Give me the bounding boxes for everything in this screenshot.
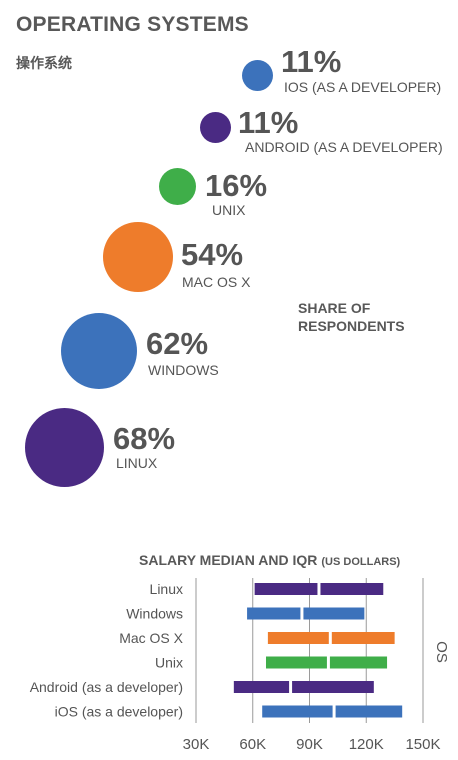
salary-chart-title: SALARY MEDIAN AND IQR (US DOLLARS) <box>139 552 401 568</box>
iqr-upper-segment <box>335 705 403 718</box>
bubble-percent: 16% <box>205 168 268 203</box>
page-subtitle: 操作系统 <box>16 56 72 72</box>
bubble-circle <box>103 222 173 292</box>
x-tick-label: 30K <box>183 736 210 753</box>
os-side-label: OS <box>433 641 450 663</box>
iqr-bar <box>254 583 384 595</box>
iqr-lower-segment <box>267 632 329 644</box>
bubble-label: UNIX <box>212 202 246 218</box>
x-tick-label: 90K <box>296 736 323 753</box>
bubble-percent: 11% <box>281 44 342 79</box>
category-label: Mac OS X <box>119 630 183 646</box>
iqr-bar <box>233 681 374 693</box>
bubble-percent: 11% <box>238 105 299 140</box>
iqr-upper-segment <box>329 656 388 669</box>
salary-chart: SALARY MEDIAN AND IQR (US DOLLARS) Linux W… <box>30 552 450 753</box>
bubble-label: IOS (AS A DEVELOPER) <box>284 79 442 95</box>
x-tick-label: 120K <box>349 736 384 753</box>
bubble-label: ANDROID (AS A DEVELOPER) <box>245 139 443 155</box>
iqr-bar <box>267 632 395 644</box>
iqr-upper-segment <box>292 681 374 693</box>
salary-bars <box>233 583 403 718</box>
salary-chart-title-unit: (US DOLLARS) <box>321 556 400 568</box>
bubble-circle <box>25 408 104 487</box>
bubble-circle <box>159 168 196 205</box>
bubble-label: WINDOWS <box>148 362 219 378</box>
bubble-circle <box>242 60 273 91</box>
salary-gridlines <box>195 578 424 723</box>
bubble-circle <box>200 112 231 143</box>
category-label: Android (as a developer) <box>30 679 183 695</box>
iqr-lower-segment <box>265 656 327 669</box>
page-title: OPERATING SYSTEMS <box>16 13 249 36</box>
iqr-upper-segment <box>331 632 395 644</box>
x-tick-label: 60K <box>239 736 266 753</box>
bubble-percent: 54% <box>181 237 244 272</box>
share-label: SHARE OF RESPONDENTS <box>298 299 405 335</box>
iqr-upper-segment <box>303 607 365 620</box>
share-label-line-1: SHARE OF <box>298 300 371 316</box>
x-tick-label: 150K <box>405 736 440 753</box>
iqr-lower-segment <box>247 607 301 620</box>
salary-chart-title-main: SALARY MEDIAN AND IQR <box>139 552 317 568</box>
category-label: Unix <box>155 655 183 671</box>
salary-x-ticks: 30K 60K 90K 120K 150K <box>183 736 441 753</box>
bubble-label: MAC OS X <box>182 274 251 290</box>
bubble-percent: 68% <box>113 421 176 456</box>
iqr-lower-segment <box>262 705 333 718</box>
iqr-upper-segment <box>320 583 384 595</box>
share-label-line-2: RESPONDENTS <box>298 318 405 334</box>
bubble-circle <box>61 313 137 389</box>
salary-category-labels: Linux Windows Mac OS X Unix Android (as a de… <box>30 581 184 720</box>
iqr-bar <box>247 607 365 620</box>
category-label: Linux <box>150 581 183 597</box>
category-label: iOS (as a developer) <box>55 704 183 720</box>
bubble-percent: 62% <box>146 326 209 361</box>
category-label: Windows <box>126 606 183 622</box>
iqr-bar <box>262 705 403 718</box>
iqr-lower-segment <box>233 681 290 693</box>
bubble-label: LINUX <box>116 455 158 471</box>
iqr-bar <box>265 656 388 669</box>
iqr-lower-segment <box>254 583 318 595</box>
